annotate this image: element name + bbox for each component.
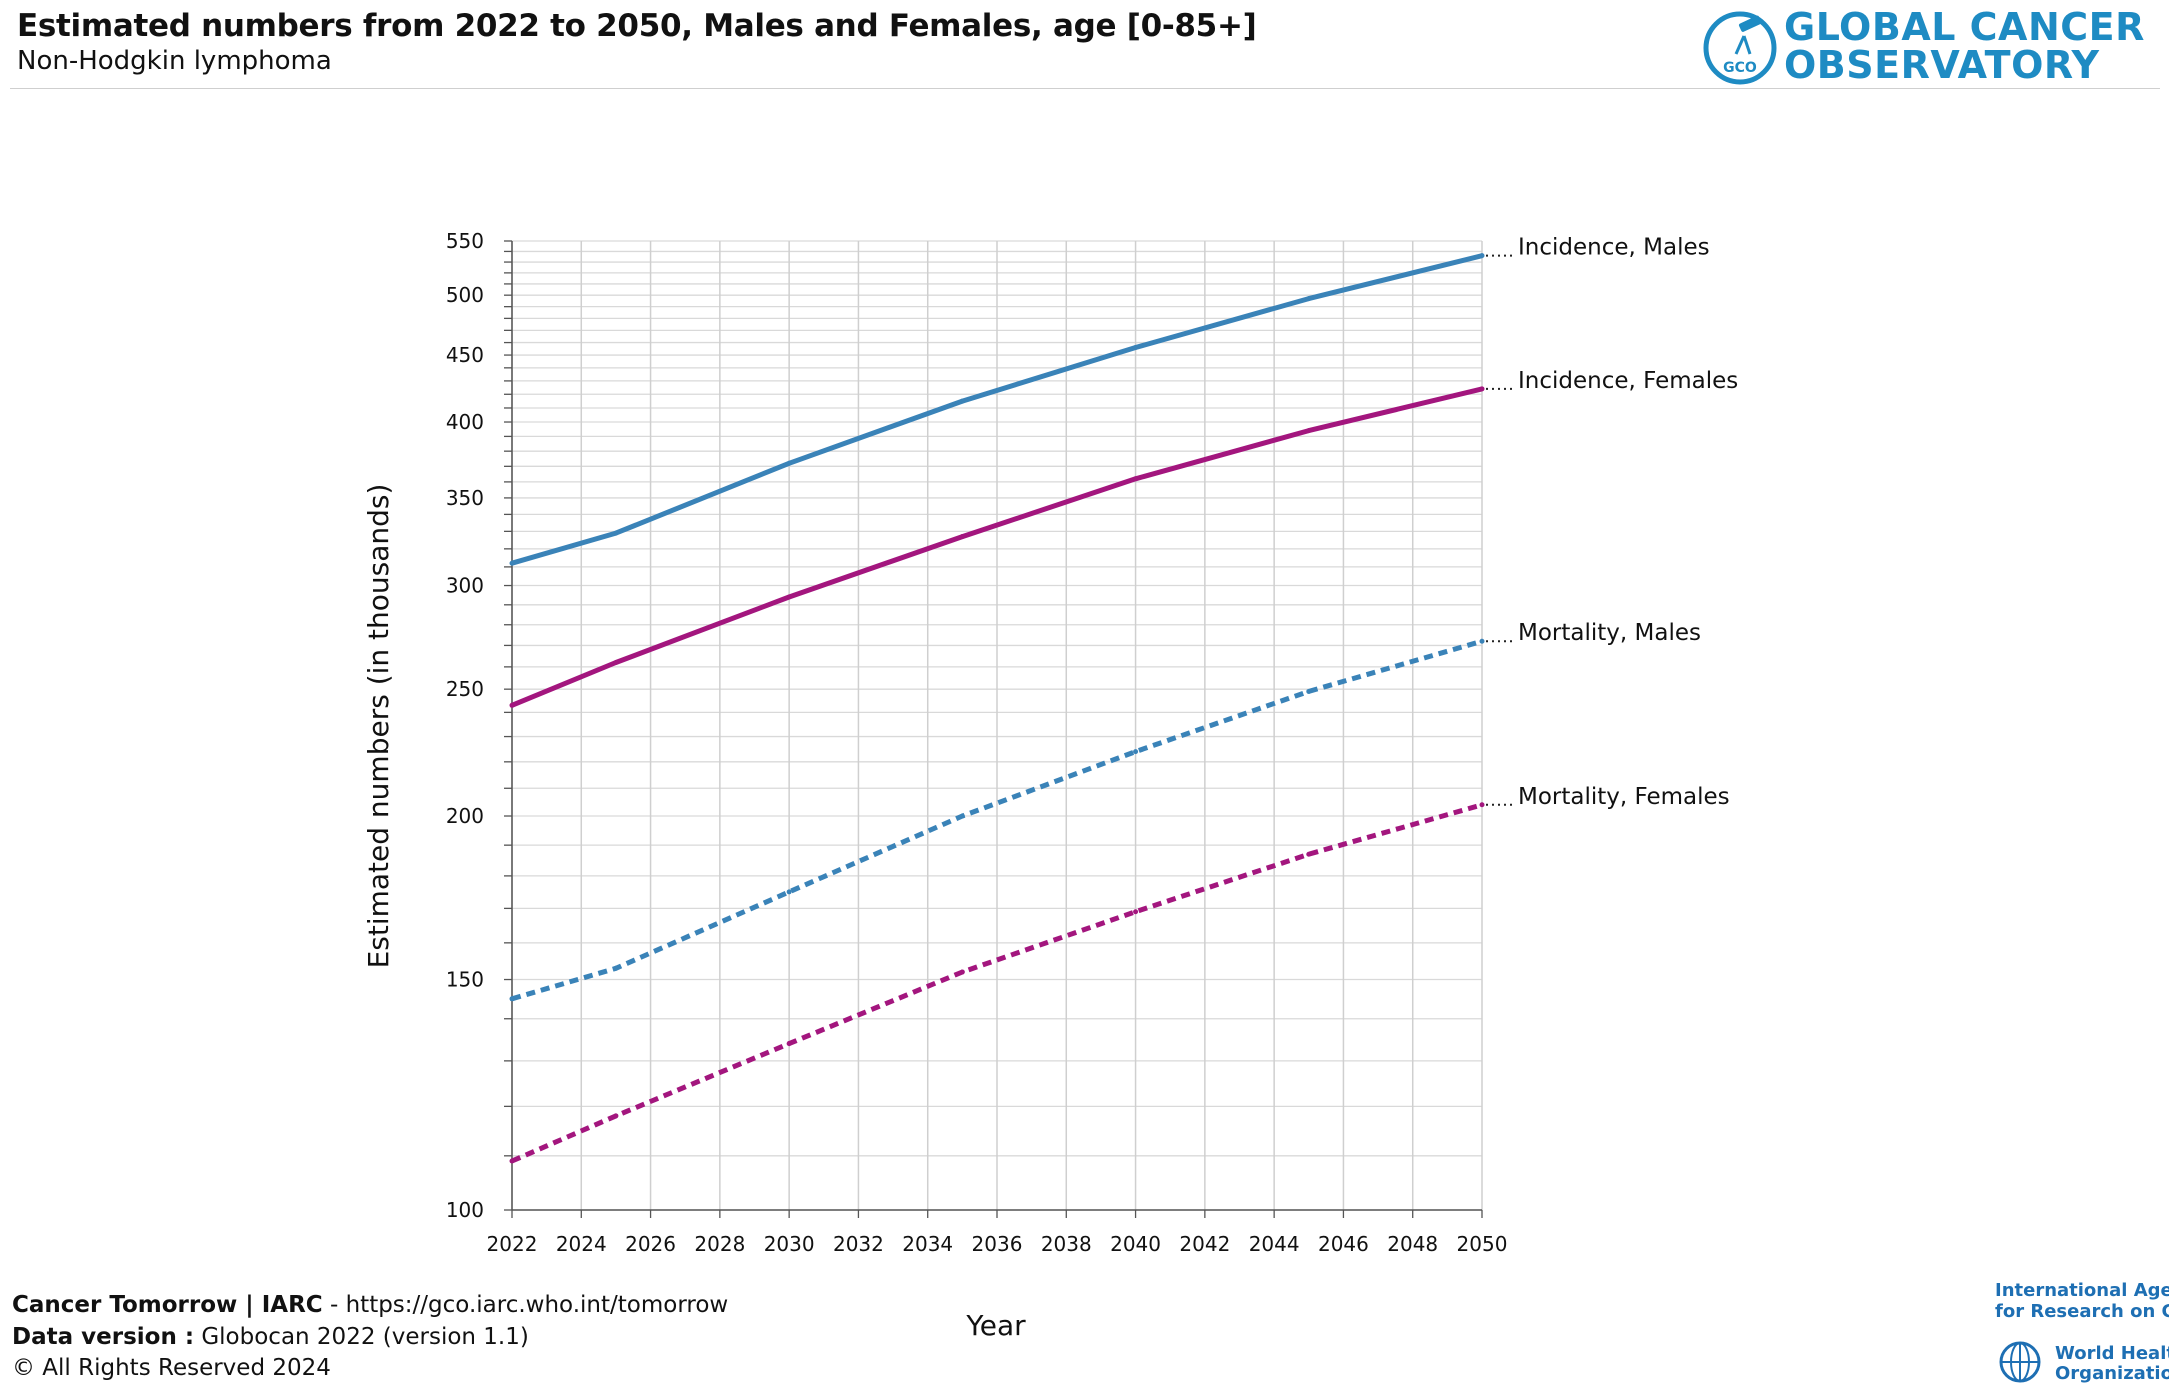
data-point (959, 969, 965, 975)
data-point (509, 560, 515, 566)
data-point (1133, 749, 1139, 755)
series-lines (509, 253, 1485, 1164)
data-point (1306, 688, 1312, 694)
data-point (509, 702, 515, 708)
data-point (613, 530, 619, 536)
data-point (959, 534, 965, 540)
x-tick-label: 2026 (625, 1232, 676, 1256)
data-point (509, 996, 515, 1002)
logo-text: GLOBAL CANCER OBSERVATORY (1784, 8, 2145, 84)
iarc-logo: International Agency for Research on Can… (1995, 1280, 2169, 1322)
data-point (1306, 428, 1312, 434)
data-point (613, 965, 619, 971)
iarc-line-2: for Research on Cancer (1995, 1301, 2169, 1322)
y-tick-label: 450 (446, 343, 484, 367)
y-tick-label: 200 (446, 804, 484, 828)
data-point (1133, 476, 1139, 482)
version-label: Data version : (12, 1324, 195, 1350)
chart-subtitle: Non-Hodgkin lymphoma (17, 46, 332, 76)
data-point (1479, 253, 1485, 259)
x-tick-label: 2030 (764, 1232, 815, 1256)
axes: 100 150 200 250 300 350 400 450 500 550 2022 2024 20… (446, 229, 1508, 1256)
y-tick-label: 400 (446, 410, 484, 434)
data-point (959, 813, 965, 819)
data-point (786, 460, 792, 466)
x-tick-label: 2036 (972, 1232, 1023, 1256)
y-tick-label: 250 (446, 677, 484, 701)
header-divider (10, 88, 2160, 89)
x-tick-label: 2034 (902, 1232, 953, 1256)
x-tick-label: 2046 (1318, 1232, 1369, 1256)
y-tick-label: 550 (446, 229, 484, 253)
grid (511, 240, 1483, 1211)
version-line: Data version : Globocan 2022 (version 1.… (12, 1324, 529, 1350)
who-logo: World Health Organization (1993, 1338, 2169, 1386)
x-tick-label: 2044 (1249, 1232, 1300, 1256)
telescope-icon: GCO (1703, 11, 1777, 85)
data-point (959, 398, 965, 404)
data-point (613, 1113, 619, 1119)
data-point (1306, 851, 1312, 857)
x-tick-label: 2038 (1041, 1232, 1092, 1256)
gco-logo: GCO GLOBAL CANCER OBSERVATORY (1700, 8, 2160, 88)
data-point (1479, 386, 1485, 392)
logo-line-2: OBSERVATORY (1784, 43, 2100, 87)
x-tick-label: 2028 (694, 1232, 745, 1256)
y-tick-label: 350 (446, 486, 484, 510)
x-tick-label: 2022 (487, 1232, 538, 1256)
x-tick-label: 2040 (1110, 1232, 1161, 1256)
series-label: Mortality, Females (1518, 784, 1730, 810)
data-point (1133, 909, 1139, 915)
y-tick-label: 500 (446, 283, 484, 307)
data-point (1133, 345, 1139, 351)
data-point (1479, 802, 1485, 808)
logo-badge: GCO (1723, 60, 1757, 76)
x-tick-label: 2032 (833, 1232, 884, 1256)
x-tick-label: 2048 (1387, 1232, 1438, 1256)
data-point (786, 889, 792, 895)
y-tick-label: 100 (446, 1198, 484, 1222)
version-value: Globocan 2022 (version 1.1) (194, 1324, 529, 1350)
who-line-2: Organization (2055, 1363, 2169, 1384)
data-point (613, 660, 619, 666)
series-label: Incidence, Females (1518, 368, 1738, 394)
x-tick-label: 2050 (1457, 1232, 1508, 1256)
iarc-line-1: International Agency (1995, 1280, 2169, 1301)
data-point (1306, 296, 1312, 302)
x-tick-label: 2042 (1179, 1232, 1230, 1256)
series-labels: Incidence, Males Incidence, Females Mortal… (1486, 235, 1738, 810)
y-axis-title: Estimated numbers (in thousands) (362, 484, 395, 969)
data-point (509, 1158, 515, 1164)
y-tick-label: 150 (446, 968, 484, 992)
data-point (786, 594, 792, 600)
logo-line-1: GLOBAL CANCER (1784, 5, 2145, 49)
source-line: Cancer Tomorrow | IARC - https://gco.iar… (12, 1292, 728, 1318)
source-label: Cancer Tomorrow | IARC (12, 1292, 323, 1318)
y-tick-label: 300 (446, 574, 484, 598)
who-emblem-icon (1999, 1341, 2041, 1383)
x-tick-label: 2024 (556, 1232, 607, 1256)
series-label: Mortality, Males (1518, 620, 1701, 646)
rights-line: © All Rights Reserved 2024 (12, 1355, 331, 1381)
data-point (786, 1041, 792, 1047)
data-point (1479, 638, 1485, 644)
series-label: Incidence, Males (1518, 235, 1710, 261)
who-text: World Health Organization (2055, 1344, 2169, 1384)
who-line-1: World Health (2055, 1343, 2169, 1364)
x-axis-title: Year (965, 1309, 1026, 1342)
source-url: - https://gco.iarc.who.int/tomorrow (322, 1292, 729, 1318)
chart-title: Estimated numbers from 2022 to 2050, Mal… (17, 8, 1257, 44)
